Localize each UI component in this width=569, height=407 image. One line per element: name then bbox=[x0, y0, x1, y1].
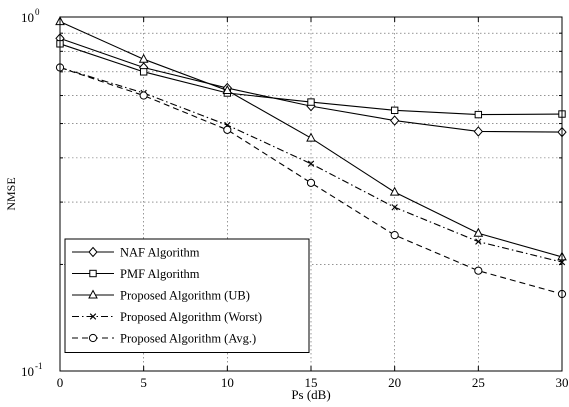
y-tick-exponent: 0 bbox=[35, 7, 40, 17]
data-point bbox=[390, 231, 399, 240]
data-point bbox=[473, 227, 484, 237]
legend-label: PMF Algorithm bbox=[120, 267, 200, 281]
x-tick-label: 5 bbox=[140, 375, 147, 390]
legend: NAF Algorithm PMF Algorithm Proposed Algor… bbox=[64, 238, 310, 353]
data-point bbox=[474, 266, 483, 275]
legend-marker bbox=[88, 333, 98, 343]
data-point bbox=[474, 110, 483, 119]
legend-marker bbox=[89, 313, 97, 320]
data-point bbox=[391, 204, 398, 211]
data-point bbox=[306, 132, 316, 142]
data-point bbox=[473, 126, 484, 137]
legend-label: Proposed Algorithm (Worst) bbox=[120, 310, 262, 324]
legend-marker bbox=[89, 269, 97, 278]
x-tick-label: 10 bbox=[221, 375, 234, 390]
data-point bbox=[307, 160, 315, 167]
data-point bbox=[307, 98, 315, 106]
data-point bbox=[223, 125, 232, 134]
legend-box bbox=[64, 238, 310, 353]
y-tick-label: 10 bbox=[21, 364, 34, 379]
legend-marker bbox=[88, 289, 98, 299]
data-point bbox=[139, 68, 148, 76]
x-axis-label: Ps (dB) bbox=[291, 387, 330, 402]
data-point bbox=[475, 238, 482, 245]
legend-marker bbox=[88, 246, 98, 258]
series-5 bbox=[55, 63, 567, 299]
series-layer bbox=[55, 16, 567, 299]
x-tick-label: 20 bbox=[388, 375, 401, 390]
series-4 bbox=[56, 64, 566, 266]
x-tick-label: 25 bbox=[472, 375, 485, 390]
y-axis-label: NMSE bbox=[4, 177, 18, 210]
data-point bbox=[390, 106, 399, 115]
data-point bbox=[139, 91, 148, 100]
y-tick-label: 10 bbox=[21, 10, 34, 25]
data-point bbox=[389, 186, 400, 196]
legend-label: Proposed Algorithm (UB) bbox=[120, 289, 250, 303]
x-tick-label: 0 bbox=[57, 375, 64, 390]
legend-label: Proposed Algorithm (Avg.) bbox=[120, 332, 256, 346]
data-point bbox=[389, 115, 400, 126]
x-tick-label: 30 bbox=[556, 375, 569, 390]
data-point bbox=[138, 53, 149, 63]
x-tick-label: 15 bbox=[305, 375, 318, 390]
y-tick-exponent: -1 bbox=[35, 361, 43, 371]
series-line bbox=[59, 66, 563, 263]
legend-label: NAF Algorithm bbox=[120, 246, 200, 260]
data-point bbox=[306, 178, 316, 187]
data-point bbox=[222, 84, 233, 94]
